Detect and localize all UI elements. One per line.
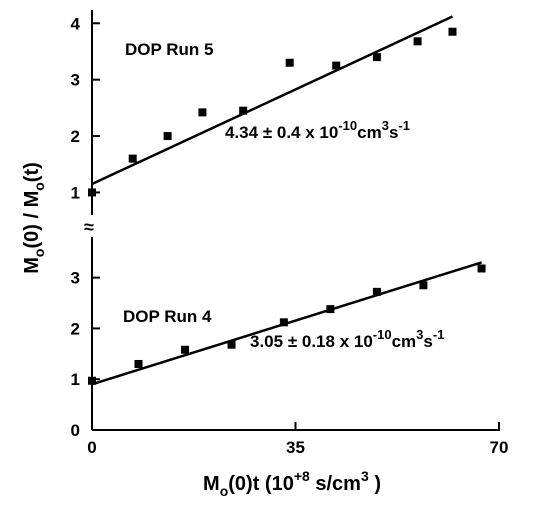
upper-fit-annotation: 4.34 ± 0.4 x 10-10cm3s-1 xyxy=(225,118,410,142)
upper-y-tick-label: 1 xyxy=(71,183,80,202)
lower-data-point xyxy=(88,376,96,385)
upper-data-point xyxy=(239,106,248,115)
upper-fit-line xyxy=(91,15,454,186)
upper-y-tick-label: 4 xyxy=(71,14,81,33)
lower-y-tick-label: 0 xyxy=(71,421,80,440)
panel-upper: 1 2 3 4 DOP Run 5 4.34 ± 0.4 x 10-10cm3s-1 xyxy=(71,14,457,202)
x-tick-label: 35 xyxy=(286,438,305,457)
lower-data-point xyxy=(279,318,288,327)
upper-y-tick-label: 3 xyxy=(71,71,80,90)
upper-data-point xyxy=(413,37,422,46)
upper-data-point xyxy=(332,61,341,70)
upper-data-point xyxy=(448,27,457,36)
upper-data-point xyxy=(128,154,137,163)
axis-break-symbol: ≈ xyxy=(84,217,94,237)
lower-data-point xyxy=(181,345,190,354)
lower-y-tick-label: 2 xyxy=(71,319,80,338)
y-axis-title: Mo(0) / Mo(t) xyxy=(21,162,47,274)
upper-data-point xyxy=(372,53,381,62)
lower-data-point xyxy=(134,359,143,368)
upper-run-label: DOP Run 5 xyxy=(125,40,213,59)
lower-y-tick-label: 3 xyxy=(71,269,80,288)
lower-data-point xyxy=(419,281,428,290)
lower-y-tick-label: 1 xyxy=(71,370,80,389)
x-tick-label: 0 xyxy=(87,438,96,457)
lower-run-label: DOP Run 4 xyxy=(123,307,212,326)
x-axis-title: Mo(0)t (10+8 s/cm3 ) xyxy=(203,468,381,499)
upper-y-tick-label: 2 xyxy=(71,127,80,146)
x-tick-group: 0 35 70 xyxy=(87,422,508,457)
upper-data-point xyxy=(285,58,294,67)
panel-lower: 0 1 2 3 DOP Run 4 3.05 ± 0.18 x 10-10cm3s-1 xyxy=(71,261,486,440)
lower-data-point xyxy=(227,340,236,349)
lower-data-point xyxy=(326,305,335,314)
lower-data-point xyxy=(477,264,486,273)
lower-fit-annotation: 3.05 ± 0.18 x 10-10cm3s-1 xyxy=(250,327,444,351)
upper-data-point xyxy=(198,108,207,117)
upper-data-point xyxy=(163,132,172,141)
x-tick-label: 70 xyxy=(490,438,509,457)
upper-data-point xyxy=(88,188,96,197)
lower-data-point xyxy=(372,287,381,296)
